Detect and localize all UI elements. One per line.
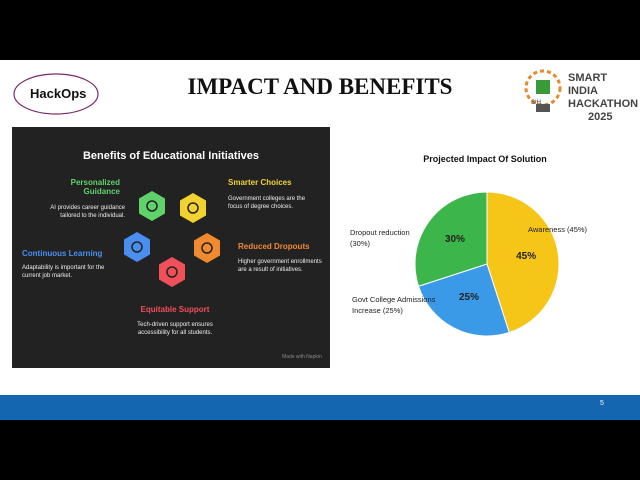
slice-label: Awareness (45%) <box>528 225 588 234</box>
benefit-icon <box>166 266 178 278</box>
benefit-heading: Personalized Guidance <box>70 178 120 196</box>
slice-label: Govt College Admissions Increase (25%) <box>352 295 436 315</box>
sih-line: HACKATHON <box>568 98 639 110</box>
benefit-hexagon <box>159 257 185 287</box>
benefit-hexagon <box>124 232 150 262</box>
benefit-text: Higher government enrollments are a resu… <box>238 259 322 273</box>
sih-badge: SIH <box>531 100 542 106</box>
pie-slice <box>414 191 488 287</box>
sih-text: SMART INDIA HACKATHON 2025 <box>568 72 640 124</box>
benefit-icon <box>187 202 199 214</box>
benefit-icon <box>201 242 213 254</box>
pie-slice <box>486 191 560 334</box>
pie-chart <box>414 191 560 337</box>
benefit-heading: Equitable Support <box>140 305 210 314</box>
chart-title: Projected Impact Of Solution <box>423 154 547 164</box>
infographic-footer: Made with Napkin <box>282 354 322 360</box>
infographic-panel <box>12 127 330 368</box>
sih-line: SMART INDIA <box>568 72 608 97</box>
slice-value-label: 25% <box>459 292 480 304</box>
watermark: InShot <box>522 376 585 398</box>
benefit-heading: Continuous Learning <box>22 249 103 258</box>
benefit-text: Adaptability is important for the curren… <box>22 265 105 279</box>
benefit-icon <box>131 241 143 253</box>
team-oval <box>13 73 99 115</box>
slice-value-label: 45% <box>516 250 537 262</box>
benefit-text: AI provides career guidance tailored to … <box>50 205 125 219</box>
slice-label: Dropout reduction (30%) <box>350 228 410 248</box>
pie-slice <box>417 263 510 337</box>
benefit-hexagon <box>180 193 206 223</box>
sih-line: 2025 <box>588 111 613 123</box>
benefit-heading: Reduced Dropouts <box>238 242 310 251</box>
benefit-hexagon <box>139 191 165 221</box>
benefit-hexagon <box>194 233 220 263</box>
infographic-title: Benefits of Educational Initiatives <box>82 150 260 162</box>
team-name: HackOps <box>30 86 87 101</box>
footer-band <box>0 395 640 420</box>
benefit-text: Tech-driven support ensures accessibilit… <box>137 322 213 336</box>
page-number: 5 <box>600 400 604 407</box>
benefit-icon <box>146 200 158 212</box>
slice-value-label: 30% <box>444 233 465 245</box>
benefit-text: Government colleges are the focus of deg… <box>228 196 306 210</box>
sih-logo <box>524 69 562 112</box>
slide-title: IMPACT AND BENEFITS <box>187 74 453 99</box>
benefit-heading: Smarter Choices <box>228 178 292 187</box>
